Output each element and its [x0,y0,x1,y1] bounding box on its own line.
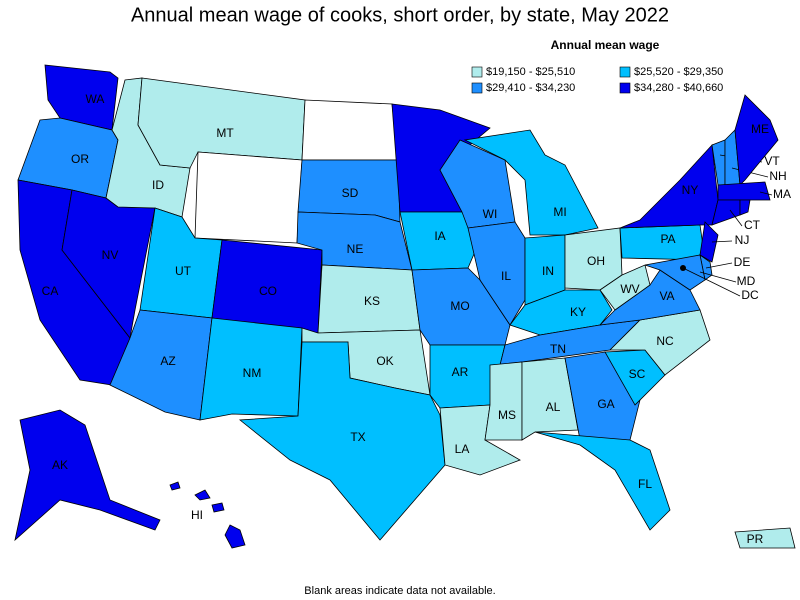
state [463,129,599,236]
state [717,181,771,201]
state-label: CO [259,284,277,298]
state [194,151,303,244]
legend-swatch [471,66,483,78]
state-label: FL [638,477,652,491]
state-label: SC [629,367,646,381]
state-label: KY [570,305,586,319]
state-label: DC [741,288,759,302]
leader-line [729,209,743,227]
state-label: OR [71,152,89,166]
state-label: SD [342,186,359,200]
state [521,357,579,441]
state [564,351,641,441]
state-label: MD [737,274,756,288]
legend-title: Annual mean wage [551,38,660,52]
state-label: AL [546,400,561,414]
state-label: MA [773,187,791,201]
state [619,144,719,229]
state-label: IL [501,269,511,283]
state [534,431,671,531]
state-label: IA [434,229,445,243]
state-label: NH [769,169,786,183]
state [105,77,191,218]
state-label: CA [42,284,59,298]
state-label: VT [764,154,780,168]
state [644,254,706,291]
state-label: VA [659,289,674,303]
legend-label: $25,520 - $29,350 [634,66,723,78]
leader-line [711,240,733,243]
state-label: UT [175,264,192,278]
state [699,221,719,263]
state-label: DE [734,255,751,269]
legend-label: $29,410 - $34,230 [486,82,575,94]
state-label: AZ [160,354,175,368]
state-label: NM [243,366,262,380]
state [411,267,511,346]
state-label: MT [216,126,234,140]
state-label: AK [52,458,68,472]
leader-line [759,191,773,196]
state [734,527,796,549]
state-label: WA [86,92,105,106]
legend-label: $19,150 - $25,510 [486,66,575,78]
state [211,502,225,513]
state-label: PA [660,232,675,246]
state-label: TX [350,430,365,444]
state-label: CT [744,218,761,232]
legend-label: $34,280 - $40,660 [634,82,723,94]
state-label: NV [102,248,119,262]
state-label: NC [656,334,674,348]
state-label: NE [347,242,364,256]
state [169,481,181,491]
state [224,524,246,549]
legend-swatch [471,82,483,94]
state-label: PR [747,532,764,546]
state-label: MS [498,408,516,422]
leader-line [705,262,733,269]
state-label: NY [682,183,699,197]
leader-line [699,271,737,283]
state [199,317,303,421]
state-label: OH [587,254,605,268]
state-label: MI [553,205,566,219]
state-label: NJ [735,233,750,247]
state [599,264,651,311]
map-title: Annual mean wage of cooks, short order, … [131,4,669,26]
state-label: OK [376,354,393,368]
state [739,199,751,216]
state-label: MO [450,299,469,313]
state [484,361,523,441]
state-label: LA [455,442,470,456]
state-label: KS [364,294,380,308]
state-label: GA [597,397,614,411]
state [301,99,399,161]
state-label: IN [542,264,554,278]
state-label: ME [751,122,769,136]
leader-line [682,267,741,297]
state-label: HI [191,508,203,522]
state-label: TN [550,342,566,356]
legend-swatch [619,66,631,78]
state-label: ID [152,178,164,192]
state-label: AR [452,365,469,379]
state [194,489,211,501]
state-label: WI [483,207,498,221]
legend-swatch [619,82,631,94]
footnote: Blank areas indicate data not available. [304,585,495,597]
state [14,409,161,542]
state-label: WV [620,282,639,296]
